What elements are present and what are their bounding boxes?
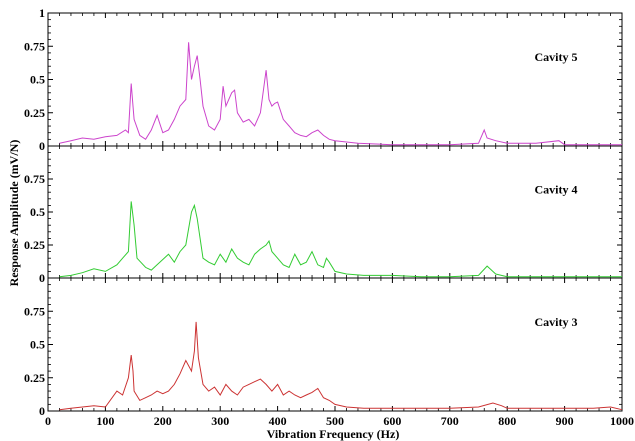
y-tick-label: 0: [39, 271, 45, 285]
y-tick-label: 1: [39, 6, 45, 20]
series-line: [59, 201, 622, 278]
panel-label: Cavity 3: [535, 315, 578, 329]
x-tick-labels: 0 100 200 300 400 500 600 700 800 900 1000: [45, 414, 634, 428]
y-tick-label: 0.25: [24, 106, 45, 120]
series-line: [59, 321, 623, 411]
x-axis-title: Vibration Frequency (Hz): [267, 427, 400, 441]
panel-label: Cavity 4: [535, 183, 578, 197]
y-tick-label: 0: [39, 404, 45, 418]
x-tick-label: 100: [96, 414, 114, 428]
y-tick-label: 0.5: [30, 338, 45, 352]
x-tick-label: 900: [556, 414, 574, 428]
x-tick-label: 600: [383, 414, 401, 428]
y-tick-label: 0.75: [24, 172, 45, 186]
series-line: [59, 42, 622, 146]
panel-label: Cavity 5: [535, 50, 578, 64]
panel-2: 0 0.25 0.5 0.75 Cavity 4: [24, 145, 623, 285]
y-tick-label: 0.75: [24, 39, 45, 53]
x-tick-label: 500: [326, 414, 344, 428]
y-tick-label: 0.75: [24, 304, 45, 318]
x-tick-label: 200: [154, 414, 172, 428]
x-tick-label: 1000: [610, 414, 634, 428]
panel-1: 0 0.25 0.5 0.75 1 Cavity 5: [24, 6, 623, 153]
x-tick-label: 800: [498, 414, 516, 428]
panel-frame: [47, 12, 623, 147]
panel-3: 0 0.25 0.5 0.75 Cavity 3: [24, 277, 623, 418]
y-tick-label: 0.25: [24, 371, 45, 385]
y-tick-label: 0: [39, 139, 45, 153]
y-tick-label: 0.25: [24, 238, 45, 252]
y-tick-label: 0.5: [30, 205, 45, 219]
y-axis-title: Response Amplitude (mV/N): [7, 140, 21, 287]
x-tick-label: 300: [211, 414, 229, 428]
x-tick-label: 0: [45, 414, 51, 428]
x-tick-label: 700: [441, 414, 459, 428]
y-tick-label: 0.5: [30, 73, 45, 87]
x-tick-label: 400: [269, 414, 287, 428]
panel-frame: [47, 145, 623, 279]
panels-group: 0 0.25 0.5 0.75 1 Cavity 5 0 0.25 0.5 0.75 Cavity …: [24, 6, 623, 418]
